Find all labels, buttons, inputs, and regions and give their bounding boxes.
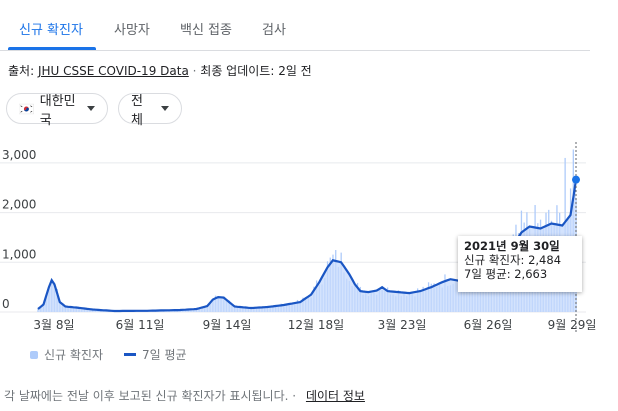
footer-text: 각 날짜에는 전날 이후 보고된 신규 확진자가 표시됩니다. [4,389,289,403]
tooltip-average: 7일 평균: 2,663 [464,267,548,281]
region-label: 대한민국 [39,93,76,128]
tab-new-cases[interactable]: 신규 확진자 [19,23,83,38]
chart-tooltip: 2021년 9월 30일 신규 확진자: 2,484 7일 평균: 2,663 [458,236,582,292]
x-tick-label: 9월 29일 [548,318,597,332]
average-area [38,179,576,312]
x-tick-label: 12월 18일 [288,318,344,332]
scope-label: 전체 [131,93,143,128]
active-tab-indicator [8,47,96,50]
legend-cases: 신규 확진자 [30,346,103,363]
legend-line-swatch [124,353,136,356]
region-dropdown[interactable]: 대한민국 [6,93,108,128]
x-tick-label: 3월 8일 [33,318,74,332]
chevron-down-icon [161,106,169,111]
source-prefix: 출처: [8,64,35,78]
y-tick-label: 3,000 [2,148,36,162]
source-line: 출처: JHU CSSE COVID-19 Data · 최종 업데이트: 2일… [8,62,312,79]
legend-average: 7일 평균 [124,346,187,363]
hover-point [572,175,580,184]
y-axis-labels: 3,000 2,000 1,000 0 [2,148,36,311]
tab-bar: 신규 확진자 사망자 백신 접종 검사 [0,0,590,51]
legend-average-label: 7일 평균 [142,348,187,362]
footer-note: 각 날짜에는 전날 이후 보고된 신규 확진자가 표시됩니다. · 데이터 정보 [4,387,365,404]
x-axis-labels: 3월 8일 6월 11일 9월 14일 12월 18일 3월 23일 6월 26일 9월 2… [33,318,596,332]
tab-deaths[interactable]: 사망자 [114,23,150,38]
y-tick-label: 0 [2,297,10,311]
south-korea-flag-icon [19,103,34,114]
tooltip-cases: 신규 확진자: 2,484 [464,253,562,267]
y-tick-label: 1,000 [2,247,36,261]
source-separator: · [192,64,197,78]
tab-vaccinations[interactable]: 백신 접종 [180,23,232,38]
x-tick-label: 6월 11일 [116,318,165,332]
legend-bar-swatch [30,350,38,359]
footer-separator: · [292,389,297,403]
x-tick-label: 9월 14일 [203,318,252,332]
y-tick-label: 2,000 [2,198,36,212]
scope-dropdown[interactable]: 전체 [118,93,182,128]
x-tick-label: 6월 26일 [464,318,513,332]
last-updated: 최종 업데이트: 2일 전 [200,64,312,78]
tooltip-date: 2021년 9월 30일 [464,239,560,253]
source-link[interactable]: JHU CSSE COVID-19 Data [37,64,189,78]
legend-cases-label: 신규 확진자 [44,348,104,362]
x-tick-label: 3월 23일 [378,318,427,332]
tab-tests[interactable]: 검사 [262,23,286,38]
data-info-link[interactable]: 데이터 정보 [305,389,365,403]
chevron-down-icon [87,106,95,111]
